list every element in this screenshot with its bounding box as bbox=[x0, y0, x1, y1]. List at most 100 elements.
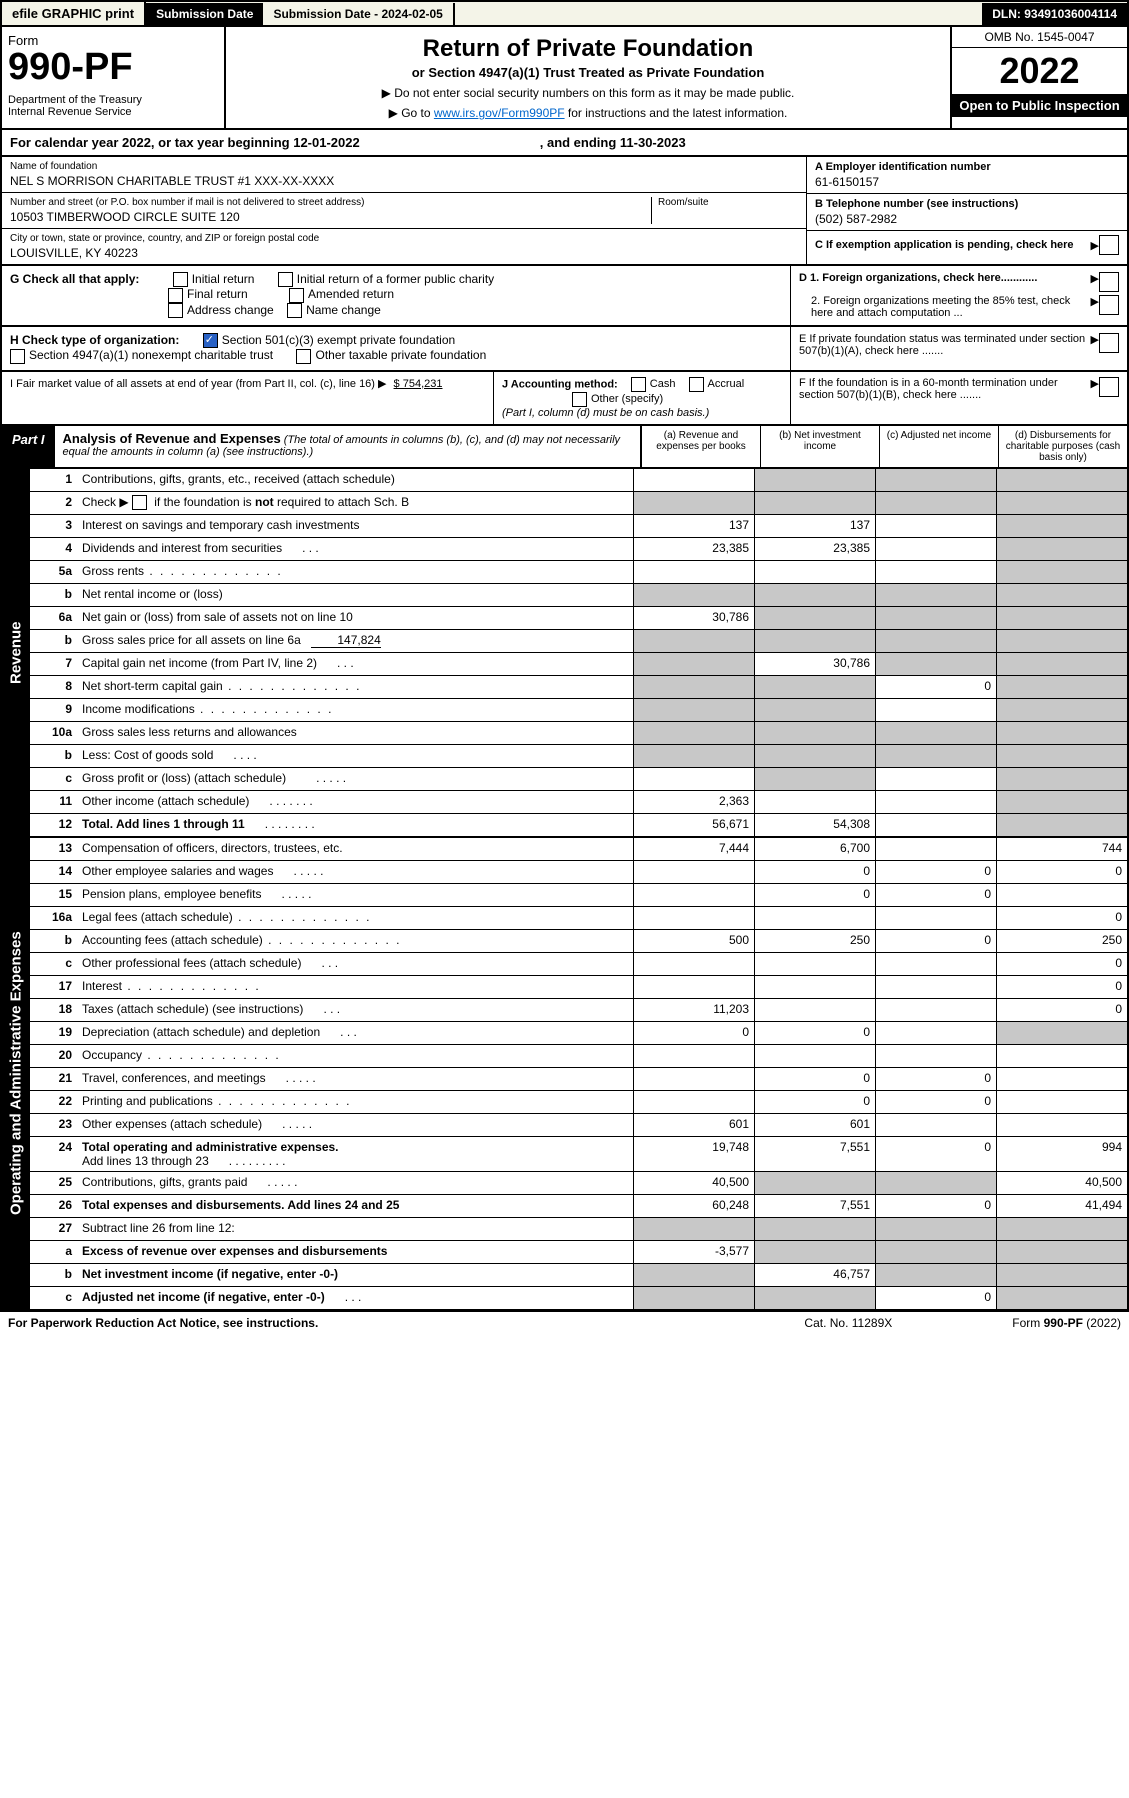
line-27c: Adjusted net income (if negative, enter … bbox=[78, 1287, 633, 1309]
part-tag: Part I bbox=[2, 426, 55, 467]
g-label: G Check all that apply: bbox=[10, 272, 139, 286]
line-4: Dividends and interest from securities. … bbox=[78, 538, 633, 560]
j-note: (Part I, column (d) must be on cash basi… bbox=[502, 407, 709, 419]
city: LOUISVILLE, KY 40223 bbox=[10, 246, 798, 260]
address: 10503 TIMBERWOOD CIRCLE SUITE 120 bbox=[10, 210, 651, 224]
paperwork-notice: For Paperwork Reduction Act Notice, see … bbox=[8, 1316, 318, 1330]
calendar-year-row: For calendar year 2022, or tax year begi… bbox=[0, 130, 1129, 157]
line-14: Other employee salaries and wages. . . .… bbox=[78, 861, 633, 883]
line-11: Other income (attach schedule). . . . . … bbox=[78, 791, 633, 813]
cat-no: Cat. No. 11289X bbox=[804, 1316, 892, 1330]
col-d: (d) Disbursements for charitable purpose… bbox=[998, 426, 1127, 467]
line-17: Interest bbox=[78, 976, 633, 998]
cb-other-tax[interactable] bbox=[296, 349, 311, 364]
line-10a: Gross sales less returns and allowances bbox=[78, 722, 633, 744]
line-10b: Less: Cost of goods sold. . . . bbox=[78, 745, 633, 767]
form-header: Form 990-PF Department of the Treasury I… bbox=[0, 27, 1129, 130]
cb-initial-former[interactable] bbox=[278, 272, 293, 287]
h-label: H Check type of organization: bbox=[10, 333, 179, 347]
d1-checkbox[interactable] bbox=[1099, 272, 1119, 292]
line-27a: Excess of revenue over expenses and disb… bbox=[78, 1241, 633, 1263]
tax-year: 2022 bbox=[952, 48, 1127, 94]
cb-501c3[interactable] bbox=[203, 333, 218, 348]
col-a: (a) Revenue and expenses per books bbox=[641, 426, 760, 467]
f-checkbox[interactable] bbox=[1099, 377, 1119, 397]
cb-accrual[interactable] bbox=[689, 377, 704, 392]
line-22: Printing and publications bbox=[78, 1091, 633, 1113]
line-26: Total expenses and disbursements. Add li… bbox=[78, 1195, 633, 1217]
section-g-d: G Check all that apply: Initial return I… bbox=[0, 266, 1129, 327]
room-label: Room/suite bbox=[658, 197, 798, 208]
submission-date: Submission Date - 2024-02-05 bbox=[263, 3, 454, 25]
col-b: (b) Net investment income bbox=[760, 426, 879, 467]
line-6a: Net gain or (loss) from sale of assets n… bbox=[78, 607, 633, 629]
line-8: Net short-term capital gain bbox=[78, 676, 633, 698]
line-19: Depreciation (attach schedule) and deple… bbox=[78, 1022, 633, 1044]
fmv-value: $ 754,231 bbox=[394, 378, 443, 390]
cb-schb[interactable] bbox=[132, 495, 147, 510]
cb-4947[interactable] bbox=[10, 349, 25, 364]
line-6b: Gross sales price for all assets on line… bbox=[78, 630, 633, 652]
line-20: Occupancy bbox=[78, 1045, 633, 1067]
line-16b: Accounting fees (attach schedule) bbox=[78, 930, 633, 952]
line-16c: Other professional fees (attach schedule… bbox=[78, 953, 633, 975]
line-27b: Net investment income (if negative, ente… bbox=[78, 1264, 633, 1286]
name-label: Name of foundation bbox=[10, 161, 798, 172]
part-title: Analysis of Revenue and Expenses bbox=[63, 431, 281, 446]
addr-label: Number and street (or P.O. box number if… bbox=[10, 197, 651, 208]
part-1-header: Part I Analysis of Revenue and Expenses … bbox=[0, 426, 1129, 469]
cb-amended[interactable] bbox=[289, 288, 304, 303]
d2-checkbox[interactable] bbox=[1099, 295, 1119, 315]
city-label: City or town, state or province, country… bbox=[10, 233, 798, 244]
line-24: Total operating and administrative expen… bbox=[78, 1137, 633, 1171]
form-ref: Form 990-PF (2022) bbox=[1012, 1316, 1121, 1330]
line-3: Interest on savings and temporary cash i… bbox=[78, 515, 633, 537]
col-c: (c) Adjusted net income bbox=[879, 426, 998, 467]
f-label: F If the foundation is in a 60-month ter… bbox=[799, 377, 1091, 401]
cb-address[interactable] bbox=[168, 303, 183, 318]
expenses-table: Operating and Administrative Expenses 13… bbox=[0, 838, 1129, 1311]
revenue-side: Revenue bbox=[2, 469, 30, 836]
ein: 61-6150157 bbox=[815, 175, 1119, 189]
submission-label: Submission Date bbox=[146, 3, 263, 25]
efile-print-button[interactable]: efile GRAPHIC print bbox=[2, 2, 146, 25]
cb-cash[interactable] bbox=[631, 377, 646, 392]
c-checkbox[interactable] bbox=[1099, 235, 1119, 255]
note-1: ▶ Do not enter social security numbers o… bbox=[234, 86, 942, 100]
tel-label: B Telephone number (see instructions) bbox=[815, 198, 1119, 210]
line-25: Contributions, gifts, grants paid. . . .… bbox=[78, 1172, 633, 1194]
line-9: Income modifications bbox=[78, 699, 633, 721]
form-title: Return of Private Foundation bbox=[234, 35, 942, 63]
section-i-j-f: I Fair market value of all assets at end… bbox=[0, 372, 1129, 426]
line-16a: Legal fees (attach schedule) bbox=[78, 907, 633, 929]
dln: DLN: 93491036004114 bbox=[982, 3, 1127, 25]
form-number: 990-PF bbox=[8, 48, 218, 86]
cb-name[interactable] bbox=[287, 303, 302, 318]
foundation-name: NEL S MORRISON CHARITABLE TRUST #1 XXX-X… bbox=[10, 174, 798, 188]
cb-initial[interactable] bbox=[173, 272, 188, 287]
top-bar: efile GRAPHIC print Submission Date Subm… bbox=[0, 0, 1129, 27]
section-h-e: H Check type of organization: Section 50… bbox=[0, 327, 1129, 372]
form-subtitle: or Section 4947(a)(1) Trust Treated as P… bbox=[234, 65, 942, 80]
e-checkbox[interactable] bbox=[1099, 333, 1119, 353]
line-2: Check ▶ if the foundation is not require… bbox=[78, 492, 633, 514]
cb-other-method[interactable] bbox=[572, 392, 587, 407]
line-21: Travel, conferences, and meetings. . . .… bbox=[78, 1068, 633, 1090]
irs-link[interactable]: www.irs.gov/Form990PF bbox=[434, 106, 565, 120]
ein-label: A Employer identification number bbox=[815, 161, 1119, 173]
d2-label: 2. Foreign organizations meeting the 85%… bbox=[799, 295, 1091, 319]
line-27: Subtract line 26 from line 12: bbox=[78, 1218, 633, 1240]
line-5b: Net rental income or (loss) bbox=[78, 584, 633, 606]
foundation-info: Name of foundation NEL S MORRISON CHARITA… bbox=[0, 157, 1129, 266]
cb-final[interactable] bbox=[168, 288, 183, 303]
e-label: E If private foundation status was termi… bbox=[799, 333, 1091, 357]
line-7: Capital gain net income (from Part IV, l… bbox=[78, 653, 633, 675]
line-18: Taxes (attach schedule) (see instruction… bbox=[78, 999, 633, 1021]
line-5a: Gross rents bbox=[78, 561, 633, 583]
footer: For Paperwork Reduction Act Notice, see … bbox=[0, 1311, 1129, 1334]
note-2: ▶ Go to www.irs.gov/Form990PF for instru… bbox=[234, 106, 942, 120]
line-1: Contributions, gifts, grants, etc., rece… bbox=[78, 469, 633, 491]
i-label: I Fair market value of all assets at end… bbox=[10, 378, 386, 390]
line-13: Compensation of officers, directors, tru… bbox=[78, 838, 633, 860]
j-label: J Accounting method: bbox=[502, 378, 618, 390]
